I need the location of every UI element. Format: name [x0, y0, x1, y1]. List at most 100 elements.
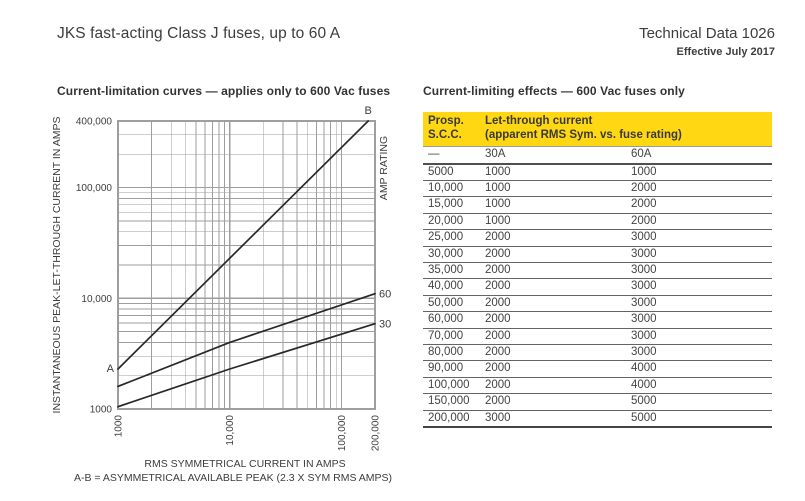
cell-60a: 5000: [626, 410, 773, 429]
cell-30a: 2000: [480, 377, 626, 395]
cell-prosp-scc: 80,000: [423, 344, 480, 362]
cell-prosp-scc: 40,000: [423, 278, 480, 296]
cell-60a: 2000: [626, 213, 773, 231]
curve-label-60: 60: [379, 289, 391, 301]
cell-60a: 2000: [626, 196, 773, 214]
cell-30a: 2000: [480, 393, 626, 411]
table-row: 5000 1000 1000: [423, 163, 773, 181]
cell-prosp-scc: 35,000: [423, 262, 480, 280]
cell-prosp-scc: 60,000: [423, 311, 480, 329]
cell-60a: 3000: [626, 344, 773, 362]
cell-prosp-scc: 90,000: [423, 360, 480, 378]
cell-30a: 2000: [480, 344, 626, 362]
cell-60a: 4000: [626, 360, 773, 378]
table-row: 100,000 2000 4000: [423, 377, 773, 395]
cell-prosp-scc: 150,000: [423, 393, 480, 411]
cell-prosp-scc: 25,000: [423, 229, 480, 247]
table-row: 35,000 2000 3000: [423, 262, 773, 280]
cell-prosp-scc: 20,000: [423, 213, 480, 231]
chart-section-heading: Current-limitation curves — applies only…: [57, 84, 391, 98]
table-row: 60,000 2000 3000: [423, 311, 773, 329]
curve-start-label-A: A: [107, 363, 115, 375]
x-tick-label: 100,000: [337, 415, 348, 452]
y-axis-title: INSTANTANEOUS PEAK-LET-THROUGH CURRENT I…: [51, 117, 63, 414]
cell-60a: 5000: [626, 393, 773, 411]
table-row: 25,000 2000 3000: [423, 229, 773, 247]
cell-prosp-scc: 15,000: [423, 196, 480, 214]
cell-prosp-scc: 200,000: [423, 410, 480, 429]
cell-60a: 3000: [626, 328, 773, 346]
x-tick-label: 10,000: [225, 415, 236, 446]
curve-30A-fuse: [117, 322, 376, 408]
cell-60a: 1000: [626, 163, 773, 181]
header-let-through-line2: (apparent RMS Sym. vs. fuse rating): [485, 128, 682, 141]
x-tick-label: 1000: [114, 415, 125, 438]
cell-30a: 2000: [480, 295, 626, 313]
cell-30a: 2000: [480, 328, 626, 346]
table-row: 10,000 1000 2000: [423, 180, 773, 198]
cell-30a: 2000: [480, 229, 626, 247]
cell-30a: 1000: [480, 163, 626, 181]
table-row: 80,000 2000 3000: [423, 344, 773, 362]
cell-60a: 4000: [626, 377, 773, 395]
cell-prosp-scc: 50,000: [423, 295, 480, 313]
header-prosp-scc: Prosp. S.C.C.: [423, 112, 480, 148]
cell-prosp-scc: —: [423, 146, 480, 165]
cell-30a: 2000: [480, 360, 626, 378]
cell-60a: 3000: [626, 229, 773, 247]
table-row: 200,000 3000 5000: [423, 410, 773, 429]
cell-30a: 1000: [480, 180, 626, 198]
y-tick-label: 400,000: [76, 117, 113, 128]
table-row: 40,000 2000 3000: [423, 278, 773, 296]
cell-30a: 30A: [480, 146, 626, 165]
cell-30a: 2000: [480, 246, 626, 263]
table-row: 150,000 2000 5000: [423, 393, 773, 411]
chart-footnote: A-B = ASYMMETRICAL AVAILABLE PEAK (2.3 X…: [74, 472, 392, 484]
table-row: 90,000 2000 4000: [423, 360, 773, 378]
curve-end-label-B: B: [365, 105, 372, 117]
cell-60a: 3000: [626, 295, 773, 313]
curve-asym-available-peak: [117, 120, 370, 370]
cell-60a: 3000: [626, 262, 773, 280]
table-row: 30,000 2000 3000: [423, 246, 773, 263]
cell-30a: 3000: [480, 410, 626, 429]
header-let-through-line1: Let-through current: [485, 115, 593, 127]
x-tick-label: 200,000: [371, 415, 382, 452]
page-title: JKS fast-acting Class J fuses, up to 60 …: [57, 25, 341, 42]
cell-prosp-scc: 30,000: [423, 246, 480, 263]
curve-label-30: 30: [379, 319, 391, 331]
table-subheader-row: —30A 60A: [423, 146, 773, 165]
cell-30a: 1000: [480, 196, 626, 214]
y-tick-label: 1000: [90, 405, 113, 416]
table-header-row: Prosp. S.C.C. Let-through current (appar…: [423, 112, 773, 148]
current-limiting-table: Prosp. S.C.C. Let-through current (appar…: [423, 112, 773, 429]
table-row: 20,000 1000 2000: [423, 213, 773, 231]
table-section-heading: Current-limiting effects — 600 Vac fuses…: [423, 84, 685, 98]
cell-60a: 3000: [626, 278, 773, 296]
cell-prosp-scc: 10,000: [423, 180, 480, 198]
cell-60a: 3000: [626, 246, 773, 263]
table-row: 50,000 2000 3000: [423, 295, 773, 313]
cell-30a: 2000: [480, 311, 626, 329]
cell-prosp-scc: 70,000: [423, 328, 480, 346]
cell-60a: 60A: [626, 146, 773, 165]
curve-60A-fuse: [117, 292, 376, 388]
doc-ref: Technical Data 1026: [639, 25, 775, 42]
doc-effective-date: Effective July 2017: [676, 46, 775, 58]
curves: [117, 120, 376, 408]
header-prosp: Prosp.: [428, 115, 464, 127]
cell-30a: 1000: [480, 213, 626, 231]
table-row: 15,000 1000 2000: [423, 196, 773, 214]
cell-60a: 2000: [626, 180, 773, 198]
cell-30a: 2000: [480, 278, 626, 296]
x-axis-title: RMS SYMMETRICAL CURRENT IN AMPS: [144, 458, 345, 470]
y-tick-label: 10,000: [81, 294, 112, 305]
grid: [117, 120, 376, 410]
table-row: 70,000 2000 3000: [423, 328, 773, 346]
cell-60a: 3000: [626, 311, 773, 329]
cell-prosp-scc: 100,000: [423, 377, 480, 395]
cell-30a: 2000: [480, 262, 626, 280]
header-scc: S.C.C.: [428, 128, 462, 141]
